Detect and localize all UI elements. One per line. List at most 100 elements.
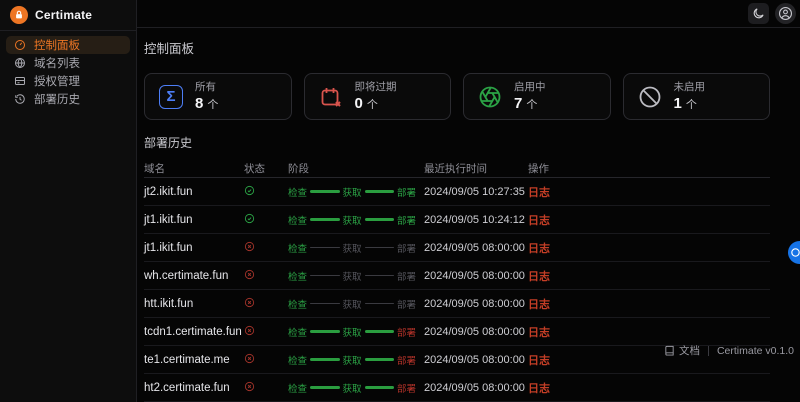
status-cell [244,353,288,367]
stat-unit: 个 [526,98,538,111]
domain-cell: jt2.ikit.fun [144,185,193,198]
footer: 文档 Certimate v0.1.0 [664,343,794,358]
stage-cell: 检查 获取 部署 [288,325,424,339]
stage-label: 检查 [288,299,308,311]
stage-label: 部署 [397,187,417,199]
stage-connector [310,386,340,389]
sigma-icon: Σ [158,84,184,110]
status-fail-icon [244,269,255,283]
sidebar-item-label: 部署历史 [34,94,80,106]
stage-label: 部署 [397,383,417,395]
ban-icon [637,84,663,110]
aperture-icon [477,84,503,110]
footer-divider [707,345,709,356]
account-button[interactable] [775,3,796,24]
stage-label: 部署 [397,215,417,227]
widget-icon [791,248,800,257]
log-action[interactable]: 日志 [528,326,550,339]
sidebar-item-domains[interactable]: 域名列表 [6,54,130,72]
time-cell: 2024/09/05 08:00:00 [424,325,525,338]
status-fail-icon [244,325,255,339]
status-cell [244,213,288,227]
stage-label: 获取 [342,355,362,367]
log-action[interactable]: 日志 [528,214,550,227]
stage-cell: 检查 获取 部署 [288,381,424,395]
sidebar-item-access[interactable]: 授权管理 [6,72,130,90]
stage-cell: 检查 获取 部署 [288,185,424,199]
book-icon [665,345,674,356]
floating-widget-button[interactable] [788,241,800,264]
theme-toggle-button[interactable] [748,3,769,24]
sidebar-item-history[interactable]: 部署历史 [6,90,130,108]
domain-cell: htt.ikit.fun [144,297,194,310]
docs-link[interactable]: 文档 [664,343,700,358]
stat-value: 1 [673,94,682,112]
table-row: te1.certimate.me 检查 获取 部署 2024/09/05 08:00… [144,346,770,374]
stage-connector [364,275,394,276]
column-status: 状态 [244,163,265,175]
stage-connector [364,303,394,304]
table-row: wh.certimate.fun 检查 获取 部署 2024/09/05 08:00… [144,262,770,290]
log-action[interactable]: 日志 [528,354,550,367]
sidebar-item-label: 授权管理 [34,76,80,88]
table-row: jt1.ikit.fun 检查 获取 部署 2024/09/05 10:24:12 … [144,206,770,234]
brand: Certimate [0,0,136,31]
id-card-icon [15,77,25,85]
stat-unit: 个 [685,98,697,111]
status-cell [244,185,288,199]
stage-label: 部署 [397,355,417,367]
log-action[interactable]: 日志 [528,298,550,311]
stage-label: 获取 [342,187,362,199]
stage-connector [310,303,340,304]
moon-icon [753,8,764,19]
deploy-table-header: 域名 状态 阶段 最近执行时间 操作 [144,160,770,178]
domain-cell: te1.certimate.me [144,353,230,366]
stage-label: 获取 [342,383,362,395]
time-cell: 2024/09/05 08:00:00 [424,353,525,366]
table-row: jt2.ikit.fun 检查 获取 部署 2024/09/05 10:27:35 … [144,178,770,206]
stat-label: 启用中 [514,80,546,93]
history-icon [15,94,25,104]
stage-label: 部署 [397,243,417,255]
status-cell [244,241,288,255]
table-row: htt.ikit.fun 检查 获取 部署 2024/09/05 08:00:00 … [144,290,770,318]
log-action[interactable]: 日志 [528,186,550,199]
sidebar-nav: 控制面板 域名列表 授权管理 部署历史 [0,31,136,113]
domain-cell: jt1.ikit.fun [144,241,193,254]
table-row: tcdn1.certimate.fun 检查 获取 部署 2024/09/05 08… [144,318,770,346]
stage-label: 获取 [342,215,362,227]
domain-cell: wh.certimate.fun [144,269,229,282]
stage-label: 检查 [288,271,308,283]
stage-label: 获取 [342,271,362,283]
column-domain: 域名 [144,163,165,175]
log-action[interactable]: 日志 [528,270,550,283]
page-title: 控制面板 [144,42,195,56]
sidebar-item-label: 控制面板 [34,40,80,52]
status-fail-icon [244,353,255,367]
stage-label: 检查 [288,327,308,339]
stage-cell: 检查 获取 部署 [288,213,424,227]
log-action[interactable]: 日志 [528,382,550,395]
stage-connector [364,358,394,361]
stat-value: 8 [195,94,204,112]
column-actions: 操作 [528,163,549,175]
user-avatar-icon [779,7,792,20]
table-row: jt1.ikit.fun 检查 获取 部署 2024/09/05 08:00:00 … [144,234,770,262]
time-cell: 2024/09/05 08:00:00 [424,381,525,394]
sidebar-item-dashboard[interactable]: 控制面板 [6,36,130,54]
deploy-history-title: 部署历史 [144,136,193,150]
stage-label: 检查 [288,243,308,255]
stage-label: 获取 [342,299,362,311]
stat-label: 未启用 [673,80,706,93]
stat-value: 7 [514,94,523,112]
log-action[interactable]: 日志 [528,242,550,255]
status-success-icon [244,213,255,227]
column-stage: 阶段 [288,163,309,175]
table-row: ht2.certimate.fun 检查 获取 部署 2024/09/05 08:0… [144,374,770,402]
stage-connector [310,190,340,193]
